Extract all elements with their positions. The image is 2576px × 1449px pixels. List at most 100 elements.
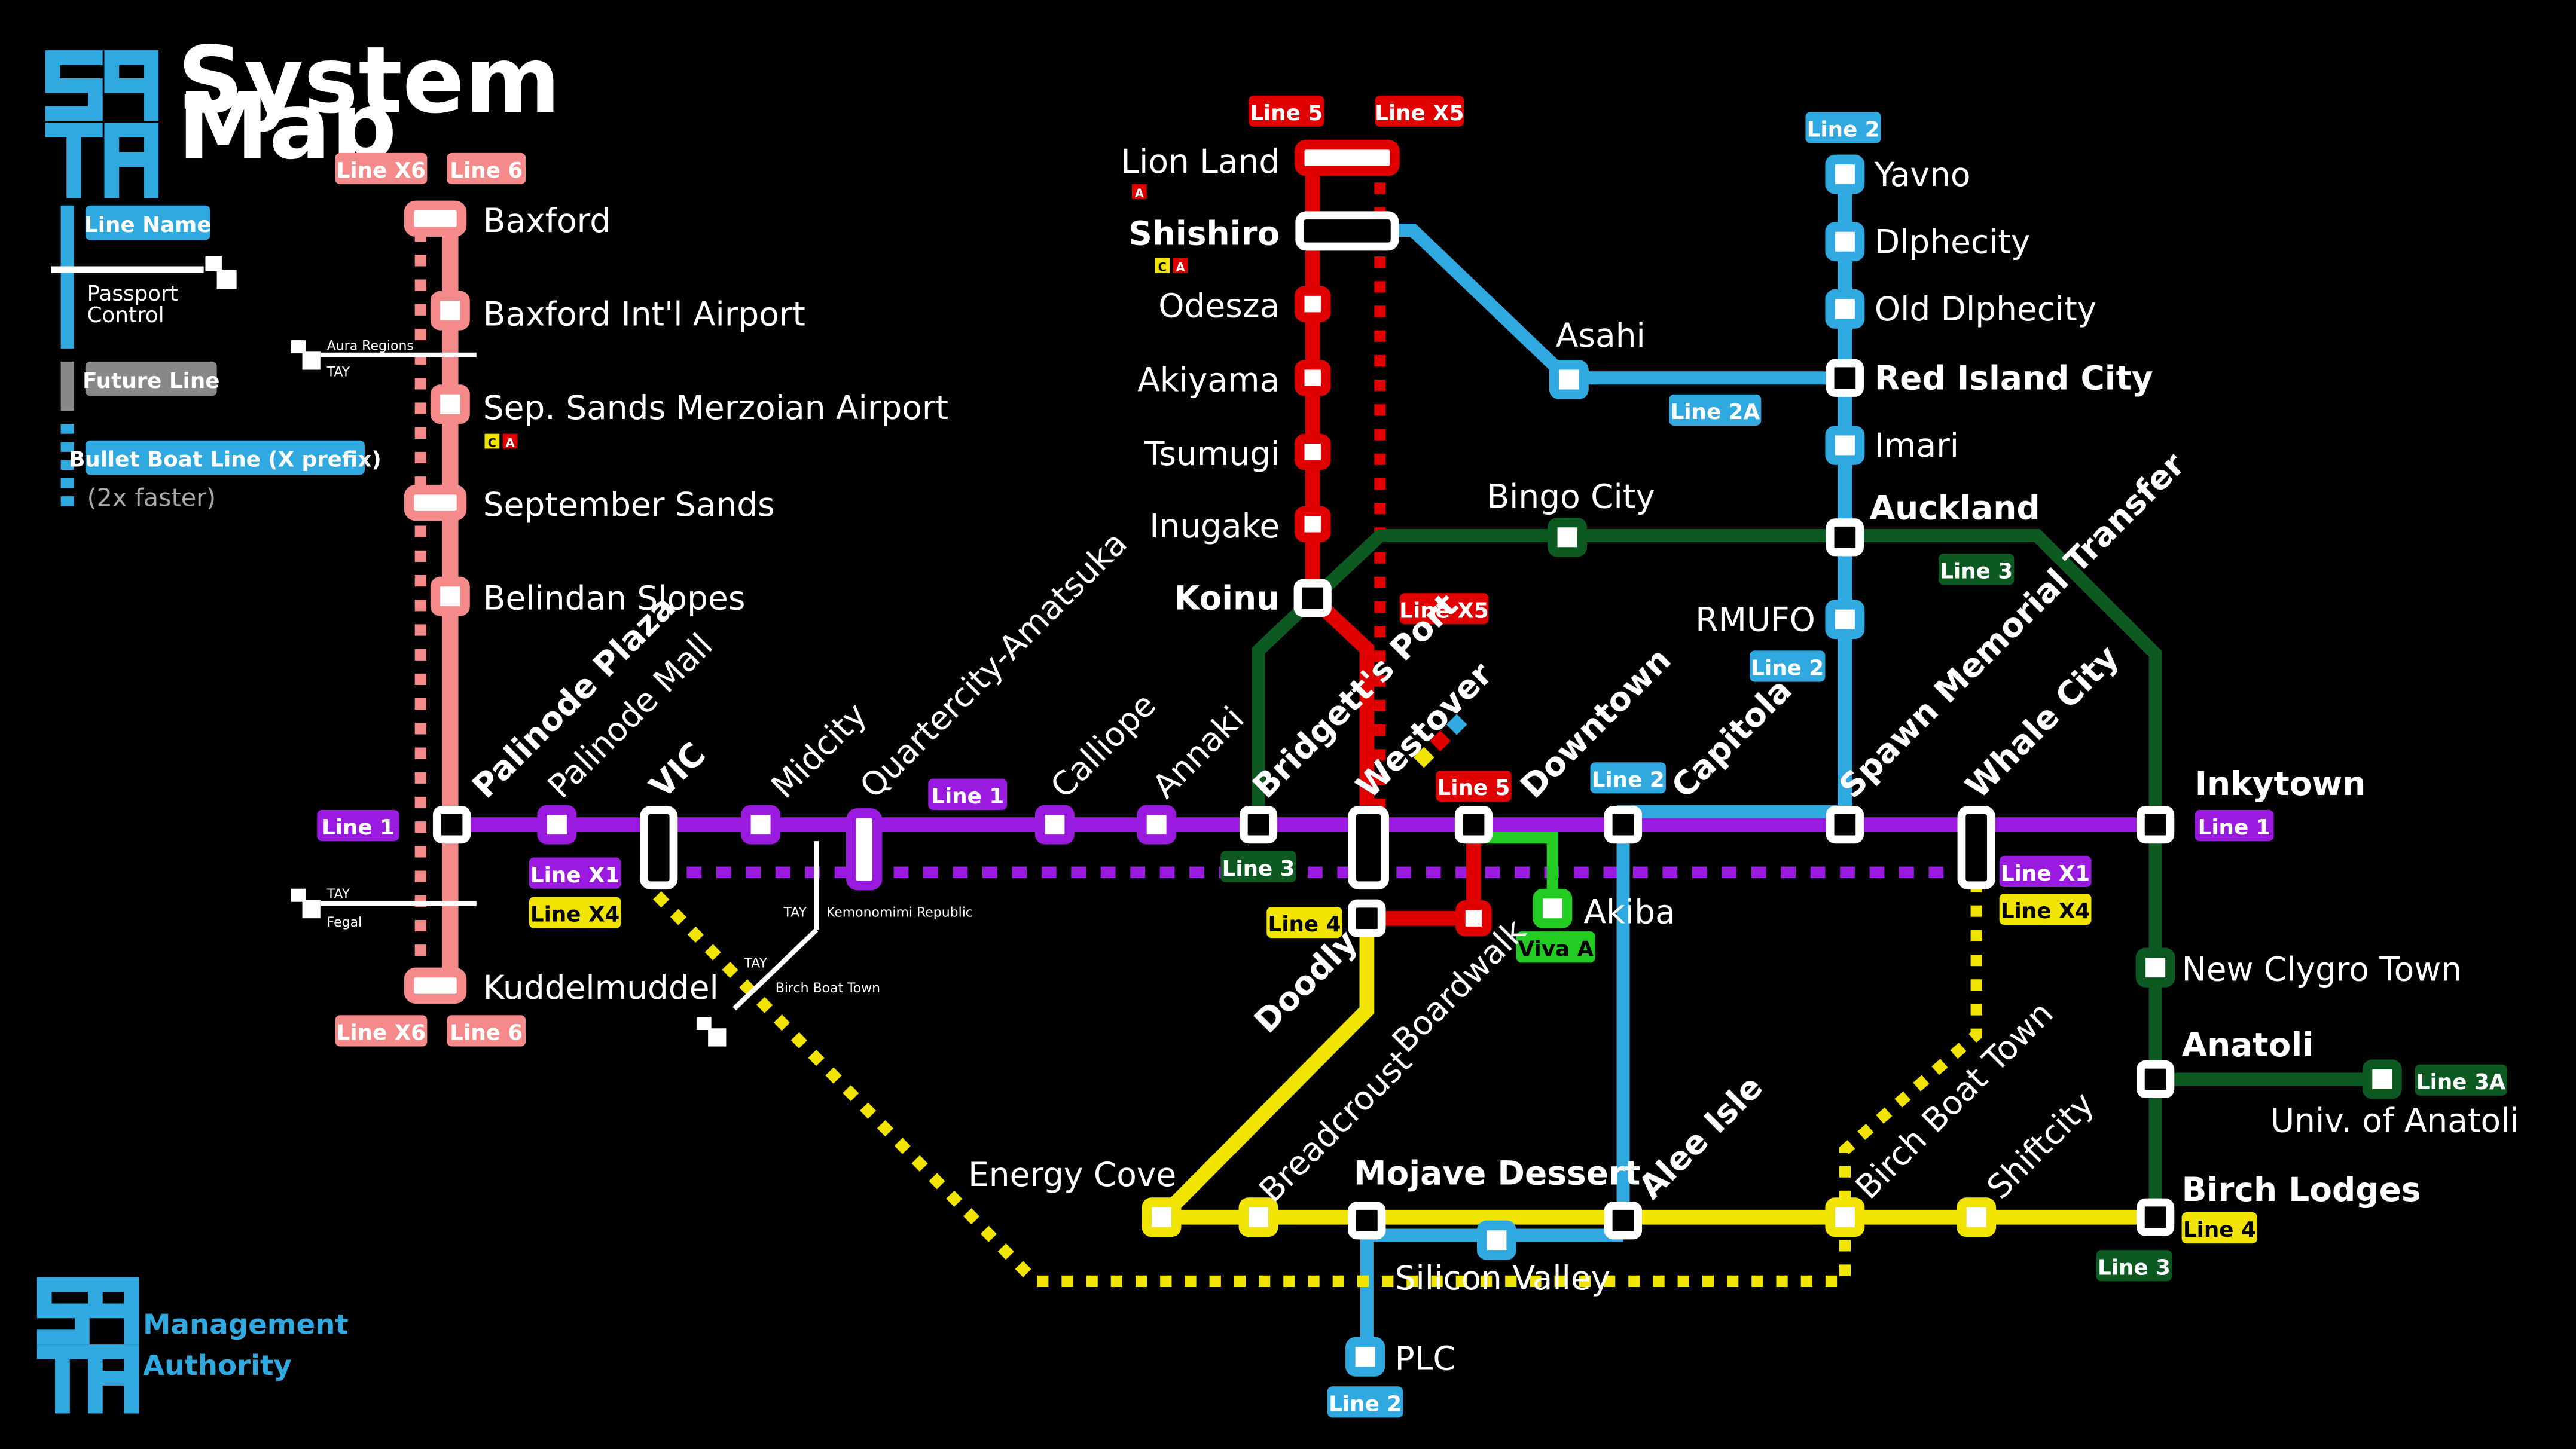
legend-line-name: Line Name: [84, 213, 211, 237]
station-auckland: Auckland: [1870, 489, 2040, 527]
station-red-island-city: Red Island City: [1875, 359, 2153, 398]
interchange-markers: [432, 211, 2175, 1240]
legend-passport-1: Passport: [87, 282, 178, 306]
station-kuddelmuddel: Kuddelmuddel: [483, 968, 719, 1007]
footer-authority: Authority: [143, 1350, 292, 1382]
station-alee-isle: Alee Isle: [1631, 1068, 1770, 1206]
station-shiftcity: Shiftcity: [1979, 1084, 2101, 1206]
station-imari: Imari: [1875, 426, 1959, 464]
tag-line-4-doodly: Line 4: [1268, 912, 1341, 937]
station-markers-line-5: [1294, 139, 1492, 937]
tag-line-x5-mid: Line X5: [1399, 598, 1488, 623]
border-tay-1: TAY: [326, 365, 350, 380]
border-fegal: Fegal: [327, 915, 362, 930]
legend-passport-2: Control: [87, 303, 164, 328]
passport-control-icon: [205, 256, 237, 289]
station-markers-line-4: [1142, 1197, 1997, 1237]
border-tay-2: TAY: [326, 887, 350, 902]
footer-management: Management: [143, 1309, 349, 1341]
station-inugake: Inugake: [1149, 507, 1280, 545]
station-annaki: Annaki: [1145, 699, 1252, 805]
station-new-clygro: New Clygro Town: [2182, 950, 2462, 989]
line-1-route: [451, 817, 2156, 878]
station-lion-land: Lion Land: [1121, 142, 1280, 181]
station-inkytown: Inkytown: [2195, 765, 2366, 803]
tag-line-x6-bottom: Line X6: [337, 1021, 426, 1046]
tag-line-x4-left: Line X4: [530, 903, 619, 927]
svg-text:A: A: [1135, 187, 1144, 200]
viva-a-route: [1473, 832, 1558, 909]
facility-icon-shishiro: C A: [1155, 258, 1188, 274]
tag-line-6-bottom: Line 6: [450, 1021, 523, 1046]
legend-faster: (2x faster): [87, 484, 216, 512]
station-sep-sands: September Sands: [483, 485, 775, 524]
tag-line-3-a: Line 3: [1940, 559, 2013, 583]
tag-viva-a: Viva A: [1518, 937, 1594, 961]
border-tay-3: TAY: [783, 905, 807, 920]
border-kemonomimi: Kemonomimi Republic: [826, 905, 973, 920]
station-old-dlphecity: Old Dlphecity: [1875, 290, 2096, 328]
station-markers-line-2: [1345, 154, 1865, 1377]
tag-line-2-capitola: Line 2: [1592, 768, 1665, 792]
station-capitola: Capitola: [1664, 671, 1799, 806]
station-belindan: Belindan Slopes: [483, 579, 746, 617]
station-baxford: Baxford: [483, 201, 611, 240]
tag-line-1-mid: Line 1: [931, 784, 1004, 809]
station-markers-line-3: [1548, 517, 2402, 1099]
station-baxford-airport: Baxford Int'l Airport: [483, 295, 805, 333]
station-bingo-city: Bingo City: [1487, 477, 1655, 515]
tag-line-5-mid: Line 5: [1437, 776, 1510, 800]
tag-line-3a: Line 3A: [2416, 1070, 2506, 1095]
station-energy-cove: Energy Cove: [968, 1155, 1176, 1194]
station-rmufo: RMUFO: [1695, 600, 1815, 638]
tag-line-3-b: Line 3: [1222, 857, 1295, 881]
tag-line-x4-right: Line X4: [2001, 899, 2090, 924]
station-silicon-valley: Silicon Valley: [1395, 1259, 1611, 1297]
station-vic: VIC: [642, 735, 713, 805]
map-title-line1: System: [178, 27, 561, 134]
station-calliope: Calliope: [1043, 686, 1163, 806]
tag-line-2-bottom: Line 2: [1329, 1392, 1402, 1416]
border-aura: Aura Regions: [327, 339, 414, 354]
line-3-route: [1252, 529, 2382, 1218]
tag-line-5-top: Line 5: [1250, 101, 1323, 126]
station-akiyama: Akiyama: [1137, 360, 1280, 399]
station-marker-akiba: [1533, 888, 1573, 928]
station-koinu: Koinu: [1174, 579, 1280, 617]
legend-bullet-boat: Bullet Boat Line (X prefix): [69, 448, 381, 472]
tag-line-4-birch: Line 4: [2183, 1218, 2256, 1242]
passport-control-icon: [291, 340, 321, 370]
facility-icon-lion-land: A: [1131, 184, 1147, 200]
tag-line-x5-top: Line X5: [1375, 101, 1464, 126]
border-lines: [320, 352, 819, 1011]
tag-line-2-top: Line 2: [1807, 117, 1880, 142]
facility-icon-westover: [1413, 714, 1467, 768]
station-odesza: Odesza: [1158, 287, 1280, 325]
svg-text:C: C: [488, 436, 496, 450]
sata-logo-bottom: [36, 1277, 139, 1414]
tag-line-1-right: Line 1: [2198, 815, 2271, 840]
station-birch-lodges: Birch Lodges: [2182, 1170, 2421, 1209]
station-plc: PLC: [1395, 1340, 1456, 1378]
station-markers-line-6: [404, 200, 470, 1004]
passport-control-icon: [696, 1017, 727, 1047]
tag-line-x6-top: Line X6: [337, 158, 426, 183]
station-mojave-dessert: Mojave Dessert: [1354, 1154, 1640, 1192]
station-sep-airport: Sep. Sands Merzoian Airport: [483, 389, 948, 427]
tag-line-x1-left: Line X1: [530, 863, 619, 888]
station-markers-line-1: [537, 805, 1177, 891]
sata-logo-top: [45, 50, 159, 198]
facility-icon-sep-airport: C A: [484, 433, 518, 450]
border-tay-4: TAY: [744, 956, 768, 971]
tag-line-2-mid: Line 2: [1751, 656, 1824, 681]
tag-line-3-c: Line 3: [2098, 1255, 2171, 1280]
tag-line-2a: Line 2A: [1671, 400, 1760, 424]
svg-text:A: A: [1176, 261, 1185, 274]
station-shishiro: Shishiro: [1128, 215, 1280, 253]
tag-line-x1-right: Line X1: [2001, 861, 2090, 886]
legend: Line Name Passport Control Future Line B…: [51, 205, 381, 512]
station-akiba: Akiba: [1584, 892, 1675, 931]
svg-text:C: C: [1158, 261, 1167, 274]
tag-line-1-left: Line 1: [322, 815, 395, 840]
